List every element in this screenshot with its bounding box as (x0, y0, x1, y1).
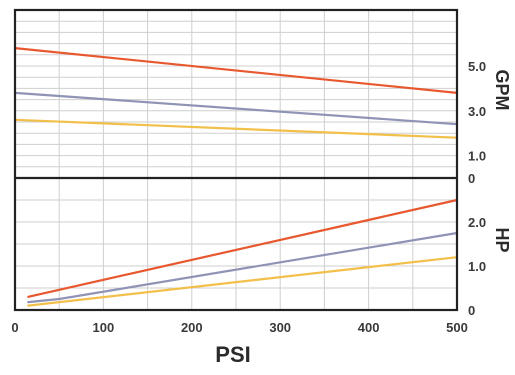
hp-series-line-1 (27, 198, 459, 298)
hp-tick-label: 0 (468, 303, 475, 318)
frame-layer (13, 8, 459, 312)
hp-series-line-3 (27, 256, 459, 307)
gpm-tick-label: 0 (468, 171, 475, 186)
gpm-tick-label: 3.0 (468, 104, 486, 119)
gpm-series-line-2 (13, 91, 459, 126)
hp-tick-label: 2.0 (468, 215, 486, 230)
gpm-series-line-1 (13, 46, 459, 95)
x-tick-label: 300 (269, 320, 291, 335)
gpm-tick-label: 1.0 (468, 149, 486, 164)
x-axis-title: PSI (215, 342, 250, 367)
gpm-tick-label: 5.0 (468, 59, 486, 74)
hp-series-line-2 (27, 231, 459, 304)
x-tick-label: 0 (11, 320, 18, 335)
gpm-series-line-3 (13, 118, 459, 139)
x-tick-label: 400 (358, 320, 380, 335)
plot-frame (13, 8, 459, 312)
grid-layer (15, 10, 457, 310)
hp-tick-label: 1.0 (468, 259, 486, 274)
gpm-axis-title: GPM (492, 69, 512, 110)
x-tick-label: 100 (93, 320, 115, 335)
hp-axis-title: HP (492, 227, 512, 252)
tick-layer: 0 1.0 3.0 5.0 0 1.0 2.0 0 100 200 300 400 500 (11, 59, 486, 335)
series-layer (13, 46, 459, 307)
x-tick-label: 500 (446, 320, 468, 335)
x-tick-label: 200 (181, 320, 203, 335)
